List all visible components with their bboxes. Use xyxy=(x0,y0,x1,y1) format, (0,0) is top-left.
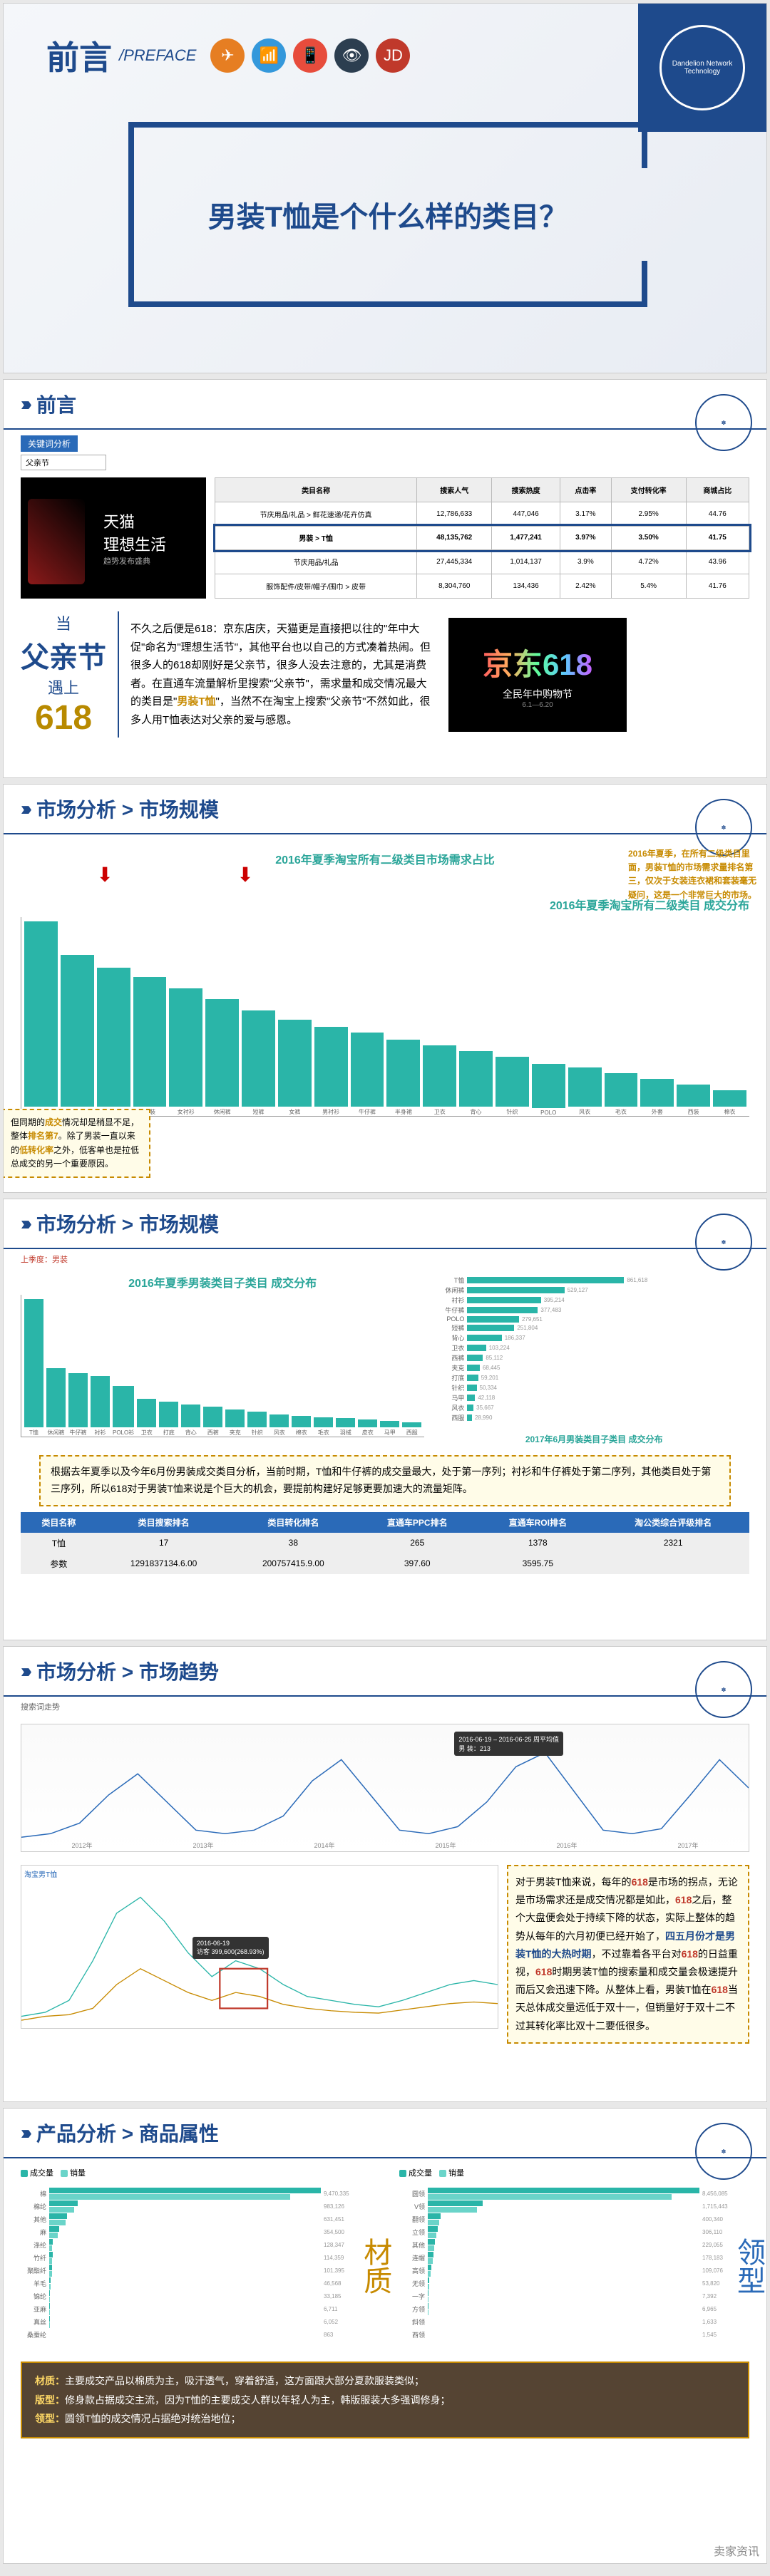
bar-chart-right: T恤861,618休闲裤529,127衬衫395,214牛仔裤377,483PO… xyxy=(438,1269,749,1429)
keyword-input[interactable]: 父亲节 xyxy=(21,455,106,470)
preface-title-cn: 前言 xyxy=(46,32,112,79)
section-header: ››› 市场分析 > 市场规模 ✽ xyxy=(4,785,766,834)
fd-l4: 618 xyxy=(21,698,106,738)
platform-icon: ✈ xyxy=(210,38,245,73)
slide-preface-body: ››› 前言 ✽ 关键词分析 父亲节 天猫 理想生活 趋势发布盛典 类目名称搜索… xyxy=(3,379,767,778)
section-title: 市场分析 > 市场趋势 xyxy=(36,1657,219,1685)
icon-row: ✈📶📱👁JD xyxy=(210,38,410,73)
preface-title-en: /PREFACE xyxy=(119,46,196,65)
material-chart: 成交量销量 棉 9,470,335棉纶 983,126其他 631,451麻 3… xyxy=(21,2167,371,2347)
platform-icon: 📶 xyxy=(252,38,286,73)
keyword-label: 关键词分析 xyxy=(21,435,78,452)
tmall-line3: 趋势发布盛典 xyxy=(103,555,166,567)
jd-logo: 京东618 xyxy=(483,641,592,684)
platform-icon: JD xyxy=(376,38,410,73)
chart-l-title: 2016年夏季男装类目子类目 成交分布 xyxy=(21,1273,424,1290)
analysis-note: 根据去年夏季以及今年6月份男装成交类目分析，当前时期，T恤和牛仔裤的成交量最大，… xyxy=(39,1455,731,1506)
section-title: 前言 xyxy=(36,390,76,418)
section-title: 市场分析 > 市场规模 xyxy=(36,1209,219,1238)
chevrons-icon: ››› xyxy=(21,797,28,820)
line-chart-bottom: 淘宝男T恤 2016-06-19 访客 399,600(268.93%) xyxy=(21,1865,498,2029)
chevrons-icon: ››› xyxy=(21,1212,28,1235)
slide-market-size-2: ››› 市场分析 > 市场规模 ✽ 上季度：男装 2016年夏季男装类目子类目 … xyxy=(3,1199,767,1640)
tmall-poster: 天猫 理想生活 趋势发布盛典 xyxy=(21,477,206,599)
jd618-poster: 京东618 全民年中购物节 6.1—6.20 xyxy=(448,618,627,732)
slide-product-attrs: ››› 产品分析 > 商品属性 ✽ 成交量销量 棉 9,470,335棉纶 98… xyxy=(3,2108,767,2564)
chevrons-icon: ››› xyxy=(21,393,28,415)
trend-analysis-text: 对于男装T恤来说，每年的618是市场的拐点，无论是市场需求还是成交情况都是如此，… xyxy=(507,1865,749,2044)
section-header: ››› 市场分析 > 市场规模 ✽ xyxy=(4,1199,766,1249)
bar-chart-left: T恤休闲裤牛仔裤衬衫POLO衫卫衣打底背心西裤夹克针织风衣棉衣毛衣羽绒皮衣马甲西… xyxy=(21,1295,424,1437)
watermark: 卖家资讯 xyxy=(714,2542,759,2559)
chevrons-icon: ››› xyxy=(21,2121,28,2144)
tmall-line2: 理想生活 xyxy=(103,532,166,555)
line-chart-top: 2016-06-19 – 2016-06-25 周平均值 男 装：213 201… xyxy=(21,1724,749,1852)
jd-date: 6.1—6.20 xyxy=(522,701,553,709)
jd-sub: 全民年中购物节 xyxy=(503,687,573,701)
tmall-line1: 天猫 xyxy=(103,509,166,532)
preface-header: 前言 /PREFACE ✈📶📱👁JD xyxy=(46,32,724,79)
badge-material: 材质 xyxy=(354,2238,396,2295)
fd-l2: 父亲节 xyxy=(21,634,106,676)
chart-tab[interactable]: 搜索词走势 xyxy=(4,1697,766,1717)
slide-preface-title: 前言 /PREFACE ✈📶📱👁JD Dandelion Network Tec… xyxy=(3,3,767,373)
collar-chart: 成交量销量 圆领 8,456,085V领 1,715,443翻领 400,340… xyxy=(399,2167,749,2347)
attr-notes: 材质：主要成交产品以棉质为主，吸汗透气，穿着舒适，这方面跟大部分夏款服装类似；版… xyxy=(21,2362,749,2438)
slide-market-size-1: ››› 市场分析 > 市场规模 ✽ 2016年夏季淘宝所有二级类目市场需求占比 … xyxy=(3,784,767,1193)
section-header: ››› 市场分析 > 市场趋势 ✽ xyxy=(4,1647,766,1697)
question-box: 男装T恤是个什么样的类目？ xyxy=(128,122,642,307)
logo-icon: ✽ xyxy=(695,1661,752,1718)
question-text: 男装T恤是个什么样的类目？ xyxy=(208,194,568,235)
x-axis-years: 2012年2013年2014年2015年2016年2017年 xyxy=(21,1841,749,1850)
tooltip2: 2016-06-19 访客 399,600(268.93%) xyxy=(192,1937,269,1959)
section-header: ››› 产品分析 > 商品属性 ✽ xyxy=(4,2109,766,2158)
chevrons-icon: ››› xyxy=(21,1660,28,1682)
fd-l1: 当 xyxy=(21,611,106,634)
section-title: 市场分析 > 市场规模 xyxy=(36,795,219,823)
tooltip: 2016-06-19 – 2016-06-25 周平均值 男 装：213 xyxy=(454,1732,563,1756)
preface-body-text: 不久之后便是618：京东店庆，天猫更是直接把以往的"年中大促"命名为"理想生活节… xyxy=(130,620,437,729)
sub-label: 上季度：男装 xyxy=(4,1249,766,1269)
legend: 成交量销量 xyxy=(399,2167,749,2178)
logo-icon: ✽ xyxy=(695,1214,752,1271)
seal-text: Dandelion Network Technology xyxy=(659,25,745,110)
callout-right: 2016年夏季，在所有二级类目里面，男装T恤的市场需求量排名第三，仅次于女装连衣… xyxy=(620,842,767,908)
chart-r-title: 2017年6月男装类目子类目 成交分布 xyxy=(438,1433,749,1445)
fathers-day-block: 当 父亲节 遇上 618 xyxy=(21,611,119,738)
keyword-table: 类目名称搜索人气搜索热度点击率支付转化率商城占比节庆用品/礼品 > 鲜花速递/花… xyxy=(215,477,749,599)
legend: 成交量销量 xyxy=(21,2167,371,2178)
bar-chart: 连衣裙女T恤男T恤套装女衬衫休闲裤短裤女裤男衬衫牛仔裤半身裙卫衣背心针织POLO… xyxy=(21,917,749,1117)
rank-table: 类目名称类目搜索排名类目转化排名直通车PPC排名直通车ROI排名淘公类综合评级排… xyxy=(21,1512,749,1574)
section-title: 产品分析 > 商品属性 xyxy=(36,2119,219,2147)
corner-seal: Dandelion Network Technology xyxy=(638,4,766,132)
slide-market-trend: ››› 市场分析 > 市场趋势 ✽ 搜索词走势 2016-06-19 – 201… xyxy=(3,1646,767,2102)
platform-icon: 👁 xyxy=(334,38,369,73)
logo-icon: ✽ xyxy=(695,394,752,451)
section-header: ››› 前言 ✽ xyxy=(4,380,766,430)
fd-l3: 遇上 xyxy=(21,676,106,698)
callout-left: 但同期的成交情况却是稍显不足，整体排名第7。除了男装一直以来的低转化率之外，低客… xyxy=(3,1109,150,1178)
badge-collar: 领型 xyxy=(728,2238,767,2295)
platform-icon: 📱 xyxy=(293,38,327,73)
